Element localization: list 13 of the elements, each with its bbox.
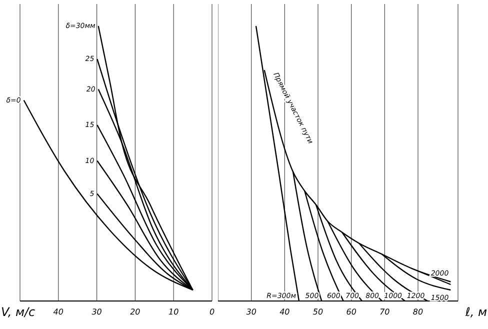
x-tick-label: 10: [168, 308, 179, 317]
x-tick-label: 70: [380, 308, 390, 317]
x-axis-title: ℓ, м: [465, 305, 487, 319]
x-tick-label: 50: [312, 308, 324, 317]
x-tick-label: 40: [53, 308, 64, 317]
x-tick-label: 0: [209, 308, 215, 317]
x-tick-label: 40: [280, 308, 290, 317]
x-tick-label: 80: [412, 308, 424, 317]
x-tick-label: 60: [346, 308, 356, 317]
x-tick-label: 30: [92, 308, 102, 317]
x-axis-title: V, м/с: [1, 305, 36, 319]
x-tick-label: 30: [246, 308, 256, 317]
x-tick-label: 20: [130, 308, 140, 317]
